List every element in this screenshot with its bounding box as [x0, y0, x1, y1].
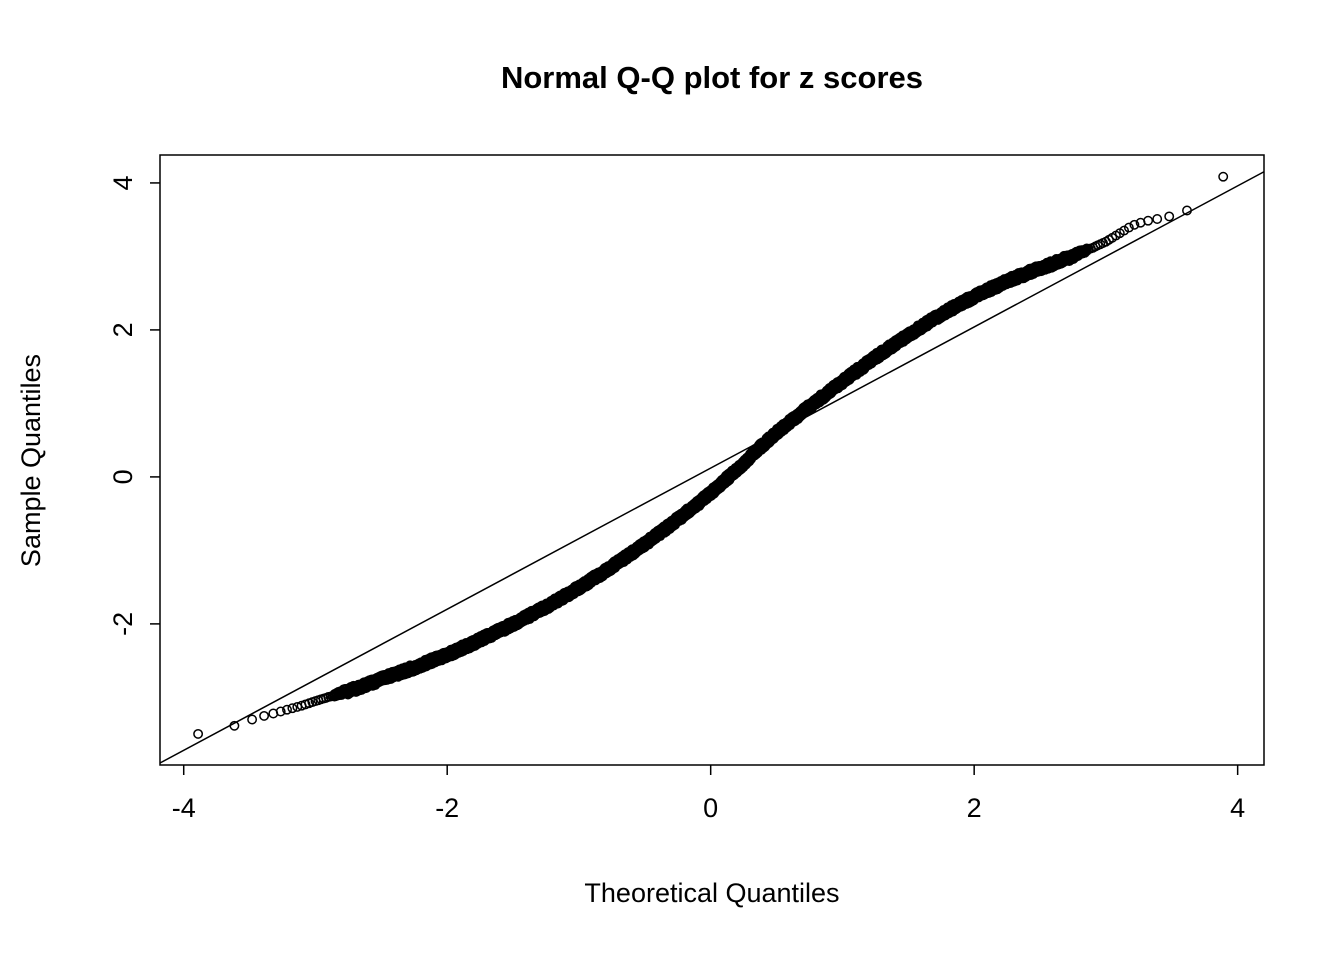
data-point [1164, 211, 1175, 222]
data-point [1152, 214, 1163, 224]
x-tick-label: 4 [1230, 793, 1245, 823]
data-point [275, 706, 286, 717]
y-tick-label: 0 [108, 469, 138, 484]
x-tick-label: 0 [703, 793, 718, 823]
data-point [193, 728, 204, 739]
data-point [259, 710, 270, 721]
data-point [1143, 215, 1154, 226]
data-point [247, 714, 258, 725]
chart-title: Normal Q-Q plot for z scores [500, 60, 923, 95]
x-tick-label: -4 [172, 793, 196, 823]
data-point [282, 704, 292, 715]
data-point [1129, 219, 1140, 230]
qq-points [193, 171, 1229, 739]
y-tick-label: 4 [108, 175, 138, 190]
plot-border [159, 154, 1265, 766]
reference-line [159, 171, 1265, 764]
data-point [1123, 222, 1134, 233]
x-axis-title: Theoretical Quantiles [584, 878, 840, 908]
y-tick-label: -2 [108, 612, 138, 636]
y-axis-title: Sample Quantiles [16, 353, 47, 567]
data-point [1218, 171, 1229, 182]
y-tick-label: 2 [108, 322, 138, 337]
x-tick-label: -2 [435, 793, 459, 823]
x-tick-label: 2 [967, 793, 982, 823]
y-axis-title-wrap: Sample Quantiles [0, 155, 64, 765]
data-point [287, 703, 298, 714]
